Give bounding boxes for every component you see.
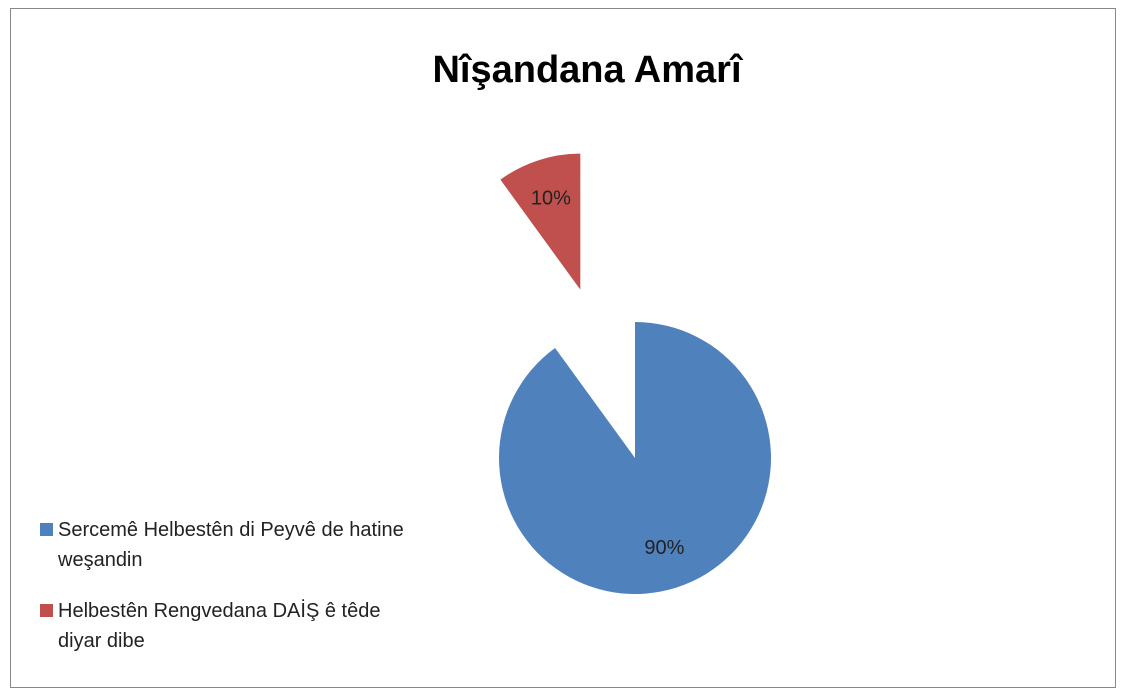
data-label: 90%: [644, 537, 684, 559]
pie-slice: [498, 322, 772, 594]
legend-swatch: [40, 523, 53, 536]
legend-item: Sercemê Helbestên di Peyvê de hatine weş…: [40, 515, 418, 575]
legend-label: Sercemê Helbestên di Peyvê de hatine weş…: [58, 519, 404, 571]
page: Nîşandana Amarî 90% 10% Sercemê Helbestên…: [10, 8, 1116, 688]
chart-title: Nîşandana Amarî: [432, 49, 743, 91]
chart: Nîşandana Amarî 90% 10%: [432, 49, 772, 594]
legend-label: Helbestên Rengvedana DAİŞ ê têde diyar d…: [58, 600, 381, 652]
data-label: 10%: [531, 187, 571, 209]
legend-swatch: [40, 604, 53, 617]
pie-slice: [500, 153, 581, 290]
legend-item: Helbestên Rengvedana DAİŞ ê têde diyar d…: [40, 596, 418, 656]
